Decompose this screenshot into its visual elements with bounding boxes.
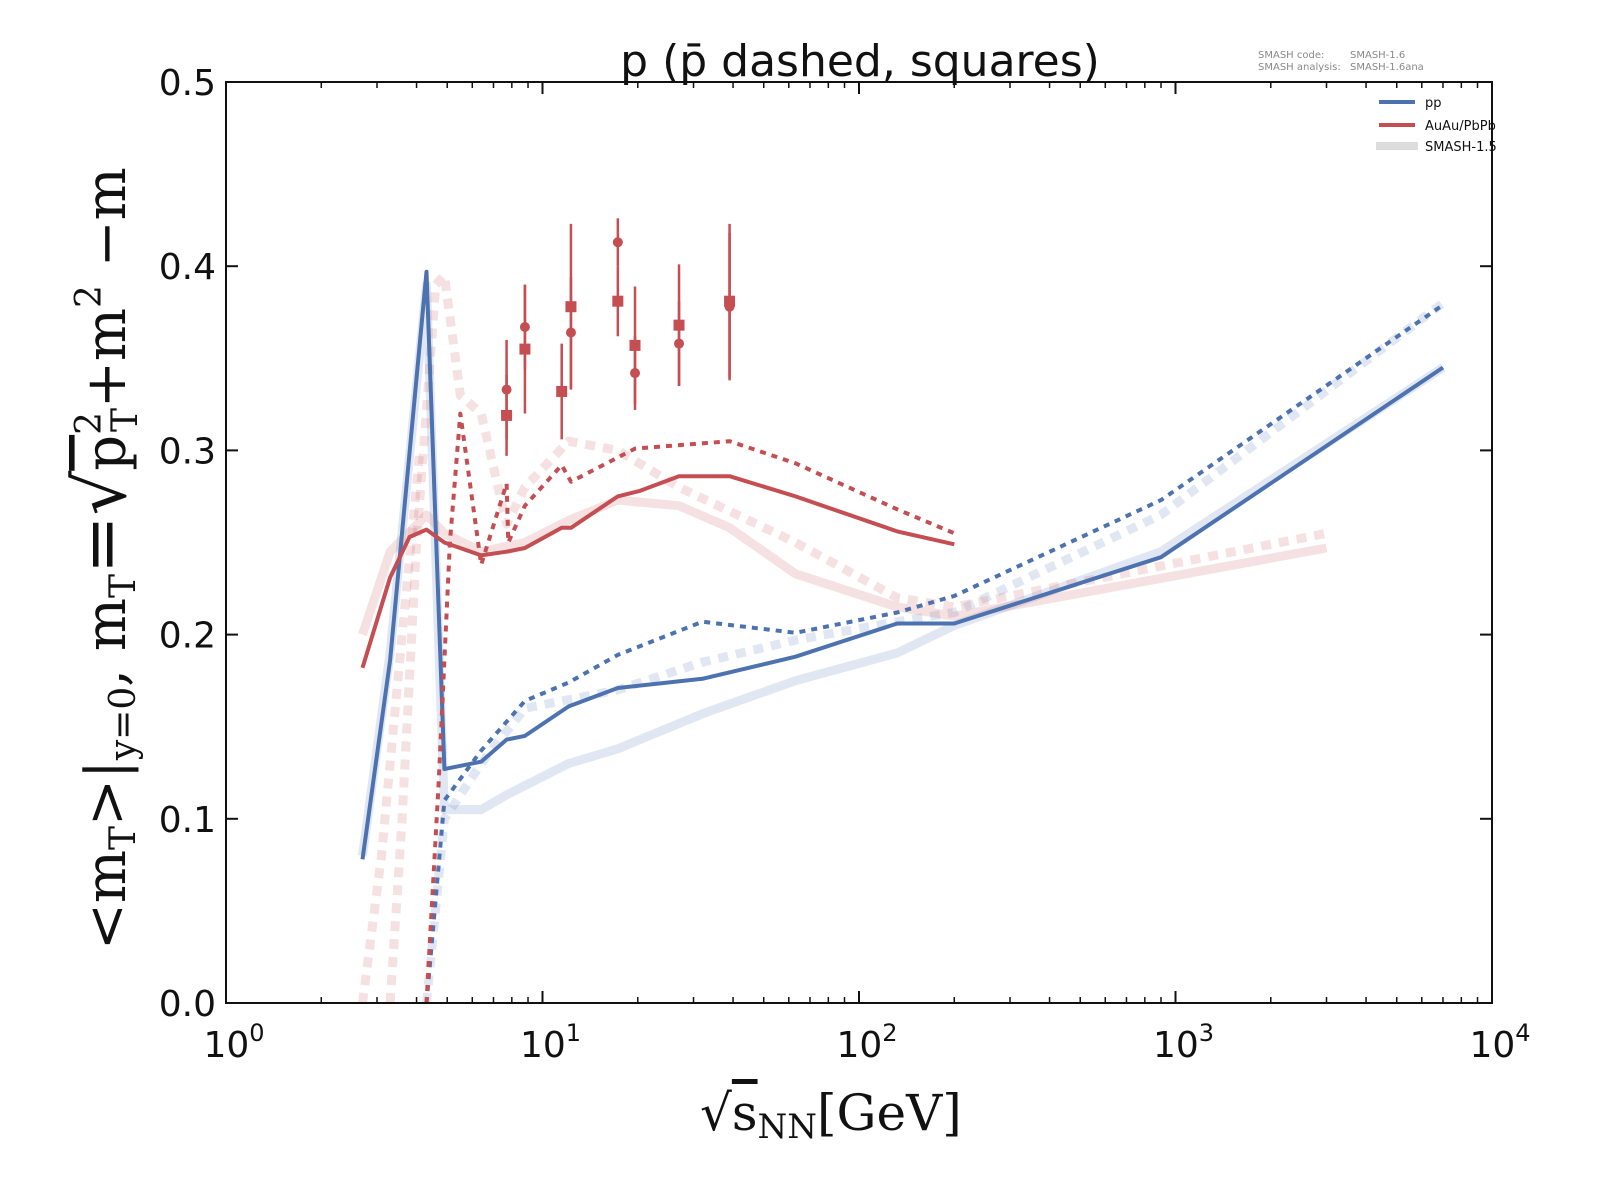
circle-point-5 bbox=[674, 338, 685, 349]
circle-point-1 bbox=[519, 321, 530, 332]
y-tick-label: 0.3 bbox=[159, 431, 216, 472]
series-line-4 bbox=[358, 449, 425, 1004]
y-axis-label: <mT>|y=0, mT=√p2T+m2 −m bbox=[60, 167, 146, 950]
series-line-5 bbox=[360, 269, 1445, 860]
y-label-part: , m bbox=[74, 598, 139, 687]
square-point-2 bbox=[556, 385, 568, 397]
series-line-6 bbox=[424, 303, 1445, 1004]
smash-analysis-label: SMASH analysis: bbox=[1258, 62, 1341, 73]
circle-point-0 bbox=[501, 384, 512, 395]
y-tick-label: 0.0 bbox=[159, 984, 216, 1025]
x-label-unit: [GeV] bbox=[817, 1084, 962, 1142]
y-label-sub: y=0 bbox=[103, 687, 144, 761]
y-tick-label: 0.4 bbox=[159, 247, 216, 288]
chart-title: p (p̄ dashed, squares) bbox=[620, 36, 1100, 87]
y-label-part: +m bbox=[74, 308, 139, 408]
series-line-7 bbox=[360, 474, 955, 669]
y-label-part: p bbox=[74, 435, 139, 471]
x-tick-label: 104 bbox=[1469, 1019, 1530, 1066]
series-line-1 bbox=[422, 299, 1446, 1004]
y-label-sup: 2 bbox=[69, 412, 110, 435]
axis-ticks: 100 101 102 103 104 0.0 0.1 0.2 0.3 0.4 0.5 bbox=[159, 63, 1531, 1066]
smash-code-label: SMASH code: bbox=[1258, 50, 1324, 61]
smash-code-value: SMASH-1.6 bbox=[1350, 50, 1405, 61]
legend-label-pp: pp bbox=[1425, 96, 1442, 111]
series-layer bbox=[358, 269, 1446, 1004]
x-tick-label: 100 bbox=[203, 1019, 264, 1066]
y-label-part: <m bbox=[74, 850, 139, 950]
y-tick-label: 0.2 bbox=[159, 616, 216, 657]
square-point-4 bbox=[612, 295, 624, 307]
x-label-sub: NN bbox=[758, 1107, 818, 1147]
y-tick-label: 0.1 bbox=[159, 800, 216, 841]
circle-point-2 bbox=[565, 327, 576, 338]
legend: pp AuAu/PbPb SMASH-1.5 bbox=[1376, 96, 1497, 155]
x-label-s: s bbox=[732, 1084, 758, 1142]
x-label-root: √ bbox=[700, 1084, 732, 1142]
series-line-2 bbox=[358, 495, 1328, 637]
y-label-sub: T bbox=[103, 574, 144, 598]
x-tick-label: 103 bbox=[1153, 1019, 1214, 1066]
legend-label-auau: AuAu/PbPb bbox=[1425, 119, 1496, 134]
y-label-part: =√ bbox=[60, 470, 142, 574]
smash-analysis-value: SMASH-1.6ana bbox=[1350, 62, 1424, 73]
y-label-part: >| bbox=[74, 760, 139, 826]
circle-point-3 bbox=[612, 237, 623, 248]
y-tick-label: 0.5 bbox=[159, 63, 216, 104]
y-label-part: −m bbox=[74, 167, 139, 285]
series-line-8 bbox=[424, 411, 956, 1004]
circle-point-6 bbox=[724, 301, 735, 312]
y-label-sup: 2 bbox=[69, 285, 110, 308]
y-label-sub: T bbox=[103, 826, 144, 850]
x-tick-label: 102 bbox=[836, 1019, 897, 1066]
x-tick-label: 101 bbox=[520, 1019, 581, 1066]
series-line-3 bbox=[385, 270, 1328, 1004]
circle-point-4 bbox=[629, 368, 640, 379]
experimental-data bbox=[501, 218, 736, 456]
legend-label-smash15: SMASH-1.5 bbox=[1425, 140, 1497, 155]
x-axis-label: √sNN[GeV] bbox=[700, 1084, 962, 1147]
y-label-sub: T bbox=[105, 408, 146, 432]
